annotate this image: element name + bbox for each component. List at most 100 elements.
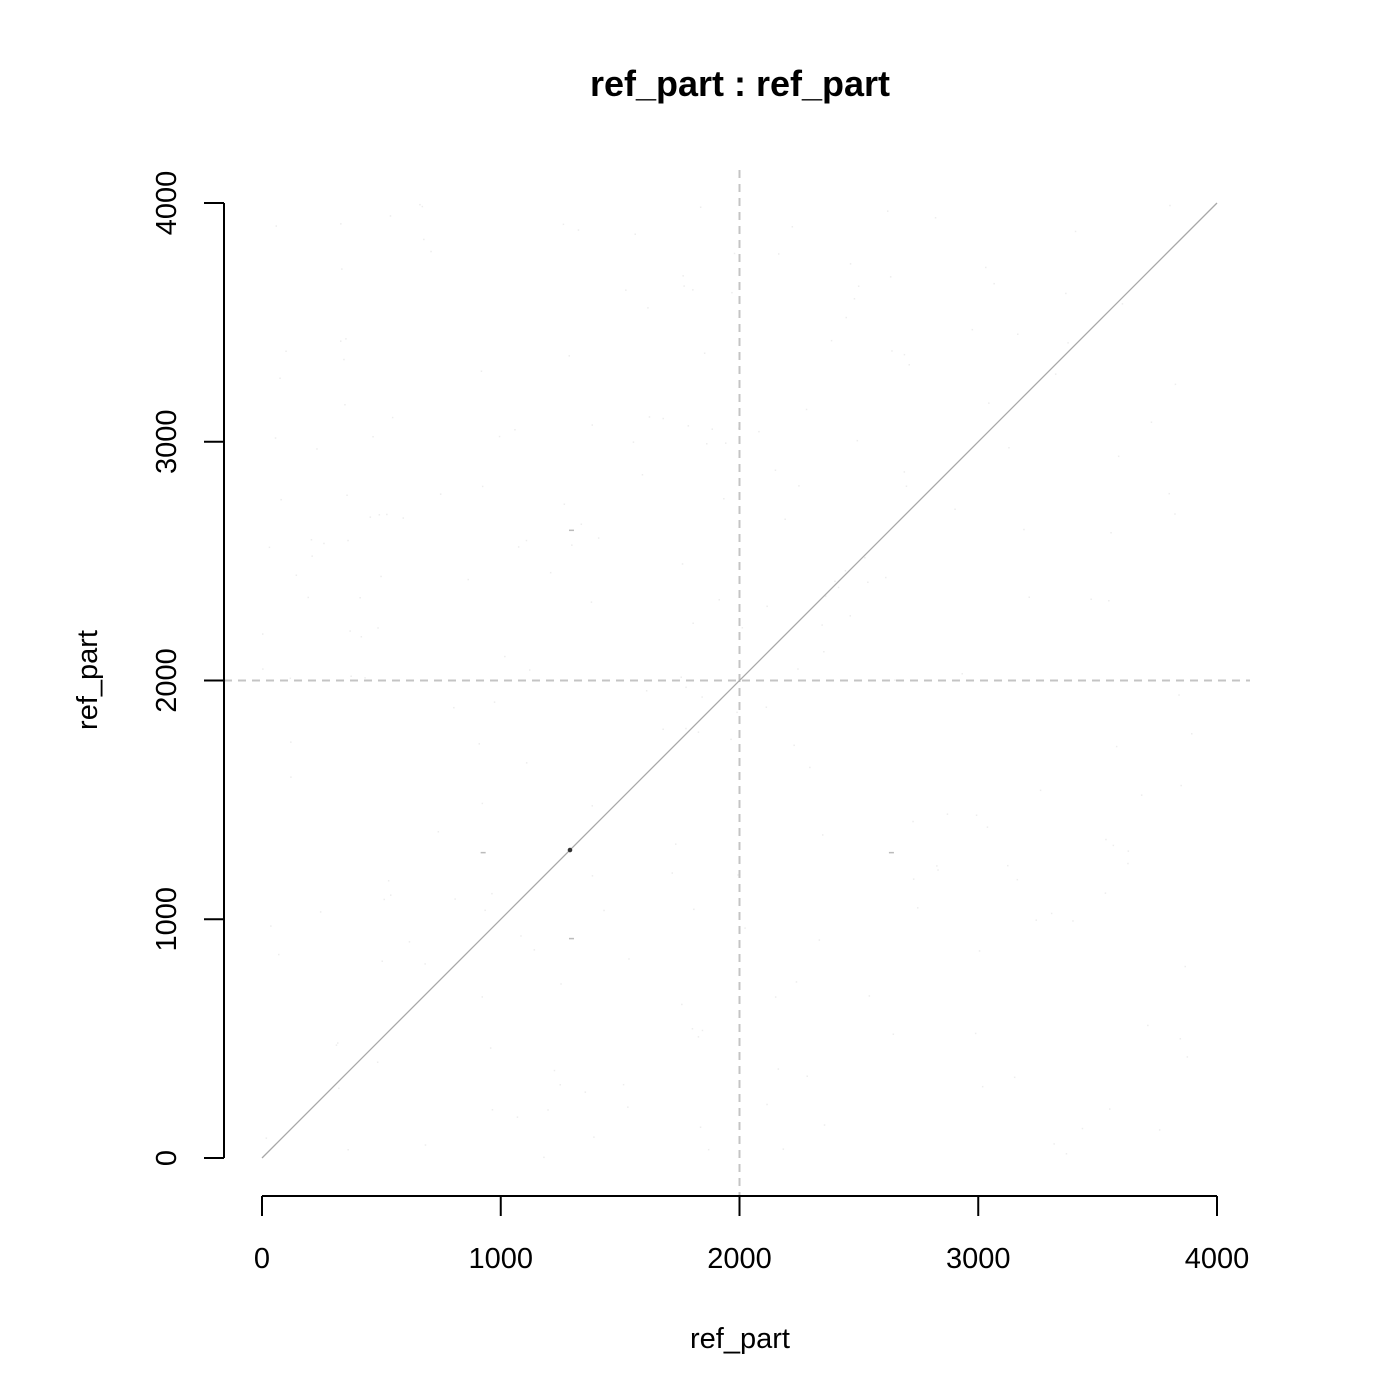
faint-dot	[262, 668, 264, 670]
faint-dot	[408, 941, 411, 943]
faint-dot	[937, 869, 939, 871]
faint-dot	[954, 508, 956, 510]
faint-dot	[701, 696, 703, 698]
faint-dot	[1109, 1108, 1111, 1110]
faint-dot	[584, 1091, 587, 1093]
faint-dot	[316, 448, 318, 450]
faint-dot	[1072, 920, 1074, 922]
faint-dot	[437, 831, 440, 833]
faint-dot	[793, 744, 795, 747]
faint-dot	[274, 437, 277, 439]
faint-dot	[481, 485, 484, 488]
faint-dot	[376, 1061, 379, 1063]
x-tick-label: 2000	[707, 1243, 772, 1275]
faint-dot	[278, 953, 280, 956]
y-tick-label: 0	[151, 1150, 183, 1166]
faint-dot	[697, 1036, 700, 1038]
faint-dot	[360, 636, 363, 638]
faint-dot	[1117, 455, 1120, 458]
faint-dot	[627, 1106, 629, 1108]
faint-dot	[323, 542, 325, 545]
faint-dot	[1065, 292, 1067, 295]
faint-dot	[591, 424, 593, 426]
faint-dot	[378, 514, 381, 516]
faint-dot	[981, 1085, 984, 1088]
faint-dot	[857, 285, 860, 287]
faint-dot	[593, 1136, 595, 1138]
faint-dot	[823, 1124, 826, 1126]
faint-dot	[985, 266, 987, 269]
faint-dot	[525, 539, 528, 542]
faint-dot	[887, 210, 889, 212]
faint-dot	[805, 408, 808, 411]
faint-dot	[645, 690, 648, 692]
faint-dot	[993, 282, 995, 285]
y-axis: 0 1000 2000 3000 4000	[151, 171, 225, 1166]
faint-dot	[349, 630, 351, 632]
faint-dot	[1035, 919, 1037, 921]
faint-dot	[784, 518, 786, 520]
chart-title: ref_part : ref_part	[590, 63, 890, 104]
faint-dot	[723, 498, 725, 500]
faint-dot	[549, 571, 552, 574]
faint-dot	[563, 503, 566, 505]
faint-dot	[1168, 492, 1170, 495]
faint-dot	[662, 417, 664, 420]
x-tick-label: 3000	[946, 1243, 1011, 1275]
faint-dot	[692, 289, 694, 291]
faint-dot	[310, 539, 313, 541]
faint-dot	[777, 1068, 780, 1070]
faint-dot	[798, 485, 800, 487]
faint-dot	[844, 570, 847, 572]
faint-dot	[988, 402, 990, 404]
faint-dot	[439, 493, 442, 495]
faint-dot	[766, 605, 768, 608]
faint-dot	[681, 563, 684, 565]
faint-dot	[1121, 303, 1124, 305]
faint-dot	[270, 925, 272, 927]
faint-dot	[344, 404, 346, 406]
faint-dot	[685, 686, 687, 689]
faint-dot	[1067, 342, 1069, 344]
data-points	[480, 529, 894, 940]
faint-dot	[387, 880, 390, 882]
faint-dot	[864, 556, 866, 559]
faint-dot	[975, 814, 978, 816]
faint-dot	[1178, 694, 1180, 696]
faint-dot	[837, 586, 840, 589]
faint-dot	[908, 364, 910, 366]
faint-dot	[295, 574, 298, 576]
faint-dot	[917, 907, 919, 909]
faint-dot	[1127, 850, 1130, 852]
faint-dot	[641, 474, 644, 476]
faint-dot	[335, 1044, 338, 1046]
faint-dot	[774, 469, 777, 471]
faint-dot	[946, 813, 949, 815]
faint-dot	[961, 673, 963, 675]
faint-dot	[562, 223, 565, 226]
faint-dot	[1108, 600, 1110, 602]
faint-dot	[868, 995, 871, 997]
faint-dot	[402, 517, 404, 519]
faint-dot	[560, 983, 562, 985]
faint-dot	[978, 950, 981, 952]
faint-dot	[1028, 596, 1030, 598]
faint-dot	[905, 485, 908, 487]
faint-dot	[454, 898, 456, 900]
minor-mark	[888, 851, 894, 854]
faint-dot	[1174, 513, 1176, 515]
faint-dot	[824, 595, 827, 597]
faint-dot	[380, 575, 382, 578]
x-axis: 0 1000 2000 3000 4000	[254, 1195, 1249, 1275]
faint-dot	[1017, 333, 1019, 335]
faint-dot	[1008, 447, 1010, 449]
faint-dot	[1180, 784, 1182, 787]
faint-dot	[737, 874, 739, 876]
faint-dot	[481, 996, 483, 998]
faint-dot	[430, 250, 432, 253]
faint-dot	[364, 677, 366, 679]
faint-dot	[1140, 794, 1143, 796]
faint-dot	[1174, 383, 1177, 386]
faint-dot	[692, 622, 694, 624]
